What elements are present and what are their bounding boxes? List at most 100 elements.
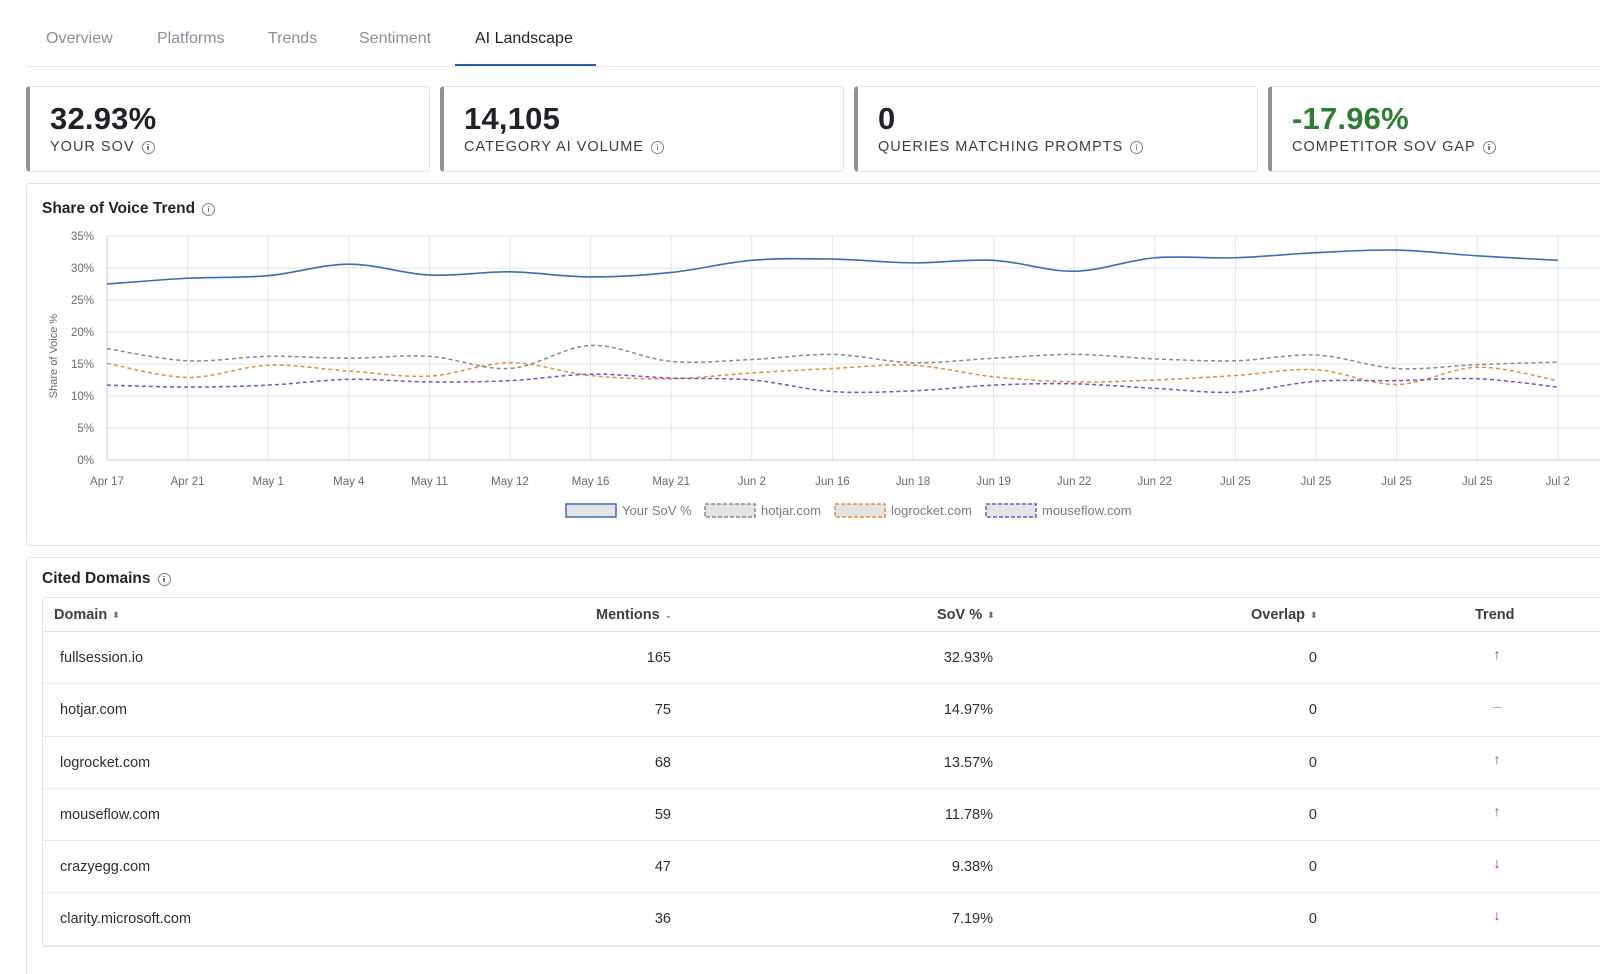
panel-title: Cited Domains — [42, 570, 171, 588]
cell-sov: 9.38% — [951, 859, 993, 876]
table-row[interactable]: crazyegg.com 47 9.38% 0 ↓ — [43, 841, 1600, 894]
column-header-label: Domain — [54, 607, 108, 623]
table-row[interactable]: hotjar.com 75 14.97% 0 – — [43, 684, 1600, 737]
panel-title-text: Share of Voice Trend — [42, 200, 196, 217]
series-line-mouseflow-com — [106, 373, 1558, 394]
kpi-value: 0 — [878, 101, 896, 136]
cell-sov: 13.57% — [943, 754, 993, 771]
x-tick-label: Jul 25 — [1301, 476, 1332, 488]
kpi-value: -17.96% — [1292, 101, 1409, 136]
arrow-down-icon: ↓ — [1493, 907, 1501, 924]
arrow-up-icon: ↑ — [1493, 750, 1501, 767]
legend-label[interactable]: mouseflow.com — [1042, 503, 1132, 518]
column-header-label: Trend — [1475, 607, 1515, 623]
legend-label[interactable]: hotjar.com — [761, 503, 821, 518]
kpi-card-queries-matching-prompts: 0 QUERIES MATCHING PROMPTS — [854, 86, 1258, 172]
cited-domains-table: Domain ⬍ Mentions ⌄ SoV % ⬍ Overlap ⬍ Trend … — [42, 597, 1600, 947]
kpi-label-text: COMPETITOR SOV GAP — [1292, 139, 1476, 155]
arrow-down-icon: ↓ — [1493, 855, 1501, 872]
cell-domain[interactable]: fullsession.io — [60, 650, 144, 666]
tab-trends[interactable]: Trends — [268, 30, 318, 47]
column-header-domain[interactable]: Domain ⬍ — [54, 607, 120, 623]
cell-domain[interactable]: logrocket.com — [60, 754, 151, 771]
kpi-label-text: CATEGORY AI VOLUME — [464, 139, 644, 155]
cell-domain[interactable]: clarity.microsoft.com — [60, 911, 192, 928]
column-header-overlap[interactable]: Overlap ⬍ — [1251, 607, 1318, 623]
legend-swatch[interactable] — [565, 503, 617, 518]
info-icon[interactable] — [650, 140, 664, 154]
table-row[interactable]: logrocket.com 68 13.57% 0 ↑ — [43, 737, 1600, 789]
kpi-label: QUERIES MATCHING PROMPTS — [878, 139, 1144, 155]
info-icon[interactable] — [1130, 140, 1144, 154]
x-tick-label: Apr 21 — [171, 476, 205, 488]
sort-icon: ⬍ — [987, 609, 995, 620]
x-tick-label: May 21 — [652, 476, 690, 488]
legend-swatch[interactable] — [834, 503, 886, 518]
table-row[interactable]: fullsession.io 165 32.93% 0 ↑ — [43, 632, 1600, 685]
table-row[interactable]: clarity.microsoft.com 36 7.19% 0 ↓ — [43, 893, 1600, 946]
sort-icon: ⬍ — [1310, 609, 1318, 620]
arrow-up-icon: ↑ — [1493, 646, 1501, 662]
cell-overlap: 0 — [1308, 806, 1317, 823]
cell-sov: 32.93% — [943, 650, 993, 666]
legend-swatch[interactable] — [704, 503, 756, 518]
cell-mentions: 165 — [646, 650, 671, 666]
x-tick-label: May 1 — [253, 476, 284, 488]
series-line-logrocket-com — [106, 361, 1558, 386]
x-tick-label: Jul 25 — [1381, 476, 1412, 488]
legend-label[interactable]: logrocket.com — [891, 503, 972, 518]
info-icon[interactable] — [157, 572, 171, 586]
kpi-card-competitor-sov-gap: -17.96% COMPETITOR SOV GAP — [1268, 86, 1600, 172]
cell-mentions: 68 — [654, 754, 671, 771]
tab-sentiment[interactable]: Sentiment — [359, 30, 432, 47]
info-icon[interactable] — [1482, 140, 1496, 154]
cell-domain[interactable]: crazyegg.com — [60, 859, 151, 876]
kpi-card-category-ai-volume: 14,105 CATEGORY AI VOLUME — [440, 86, 844, 172]
panel-title: Share of Voice Trend — [42, 200, 216, 218]
kpi-label-text: YOUR SOV — [50, 139, 135, 155]
x-tick-label: Jul 25 — [1462, 476, 1493, 488]
y-tick-label: 15% — [71, 359, 94, 371]
chevron-down-icon: ⌄ — [664, 609, 673, 620]
sov-trend-chart: 0% 5% 10% 15% 20% 25% 30% 35% Apr 17 Apr 21 May 1 M… — [48, 231, 1600, 518]
x-tick-label: Jun 22 — [1057, 476, 1092, 488]
cell-overlap: 0 — [1308, 911, 1317, 928]
x-tick-label: May 11 — [411, 476, 448, 488]
x-tick-label: May 16 — [572, 476, 610, 488]
x-tick-label: Jul 25 — [1220, 476, 1251, 488]
y-tick-label: 20% — [71, 327, 94, 339]
x-tick-label: May 12 — [491, 476, 529, 488]
tab-platforms[interactable]: Platforms — [157, 30, 225, 47]
active-tab-indicator — [455, 64, 596, 66]
y-tick-label: 0% — [77, 455, 94, 467]
info-icon[interactable] — [141, 140, 155, 154]
legend-swatch[interactable] — [985, 503, 1037, 518]
table-header: Domain ⬍ Mentions ⌄ SoV % ⬍ Overlap ⬍ Trend — [43, 598, 1600, 632]
legend-label[interactable]: Your SoV % — [622, 503, 692, 518]
column-header-label: Overlap — [1251, 607, 1305, 623]
column-header-label: Mentions — [596, 607, 660, 623]
x-tick-label: May 4 — [333, 476, 365, 488]
series-line-your-sov- — [106, 249, 1558, 285]
arrow-up-icon: ↑ — [1493, 802, 1501, 819]
info-icon[interactable] — [202, 202, 216, 216]
cell-overlap: 0 — [1308, 650, 1317, 666]
column-header-mentions[interactable]: Mentions ⌄ — [596, 607, 672, 623]
x-tick-label: Jun 16 — [815, 476, 850, 488]
cell-sov: 7.19% — [951, 911, 993, 928]
tab-ai-landscape[interactable]: AI Landscape — [475, 30, 573, 47]
column-header-trend: Trend — [1475, 607, 1514, 623]
table-row[interactable]: mouseflow.com 59 11.78% 0 ↑ — [43, 789, 1600, 842]
y-tick-label: 5% — [77, 423, 94, 435]
kpi-label: COMPETITOR SOV GAP — [1292, 139, 1496, 155]
kpi-label-text: QUERIES MATCHING PROMPTS — [878, 139, 1124, 155]
dash-icon: – — [1493, 698, 1501, 715]
tab-bar: Overview Platforms Trends Sentiment AI L… — [26, 0, 1600, 67]
x-tick-label: Apr 17 — [90, 476, 124, 488]
cell-sov: 14.97% — [943, 702, 993, 719]
cell-domain[interactable]: mouseflow.com — [60, 806, 160, 823]
cell-domain[interactable]: hotjar.com — [60, 702, 127, 719]
y-tick-label: 10% — [71, 391, 94, 403]
column-header-sov[interactable]: SoV % ⬍ — [937, 607, 995, 623]
tab-overview[interactable]: Overview — [46, 30, 113, 47]
